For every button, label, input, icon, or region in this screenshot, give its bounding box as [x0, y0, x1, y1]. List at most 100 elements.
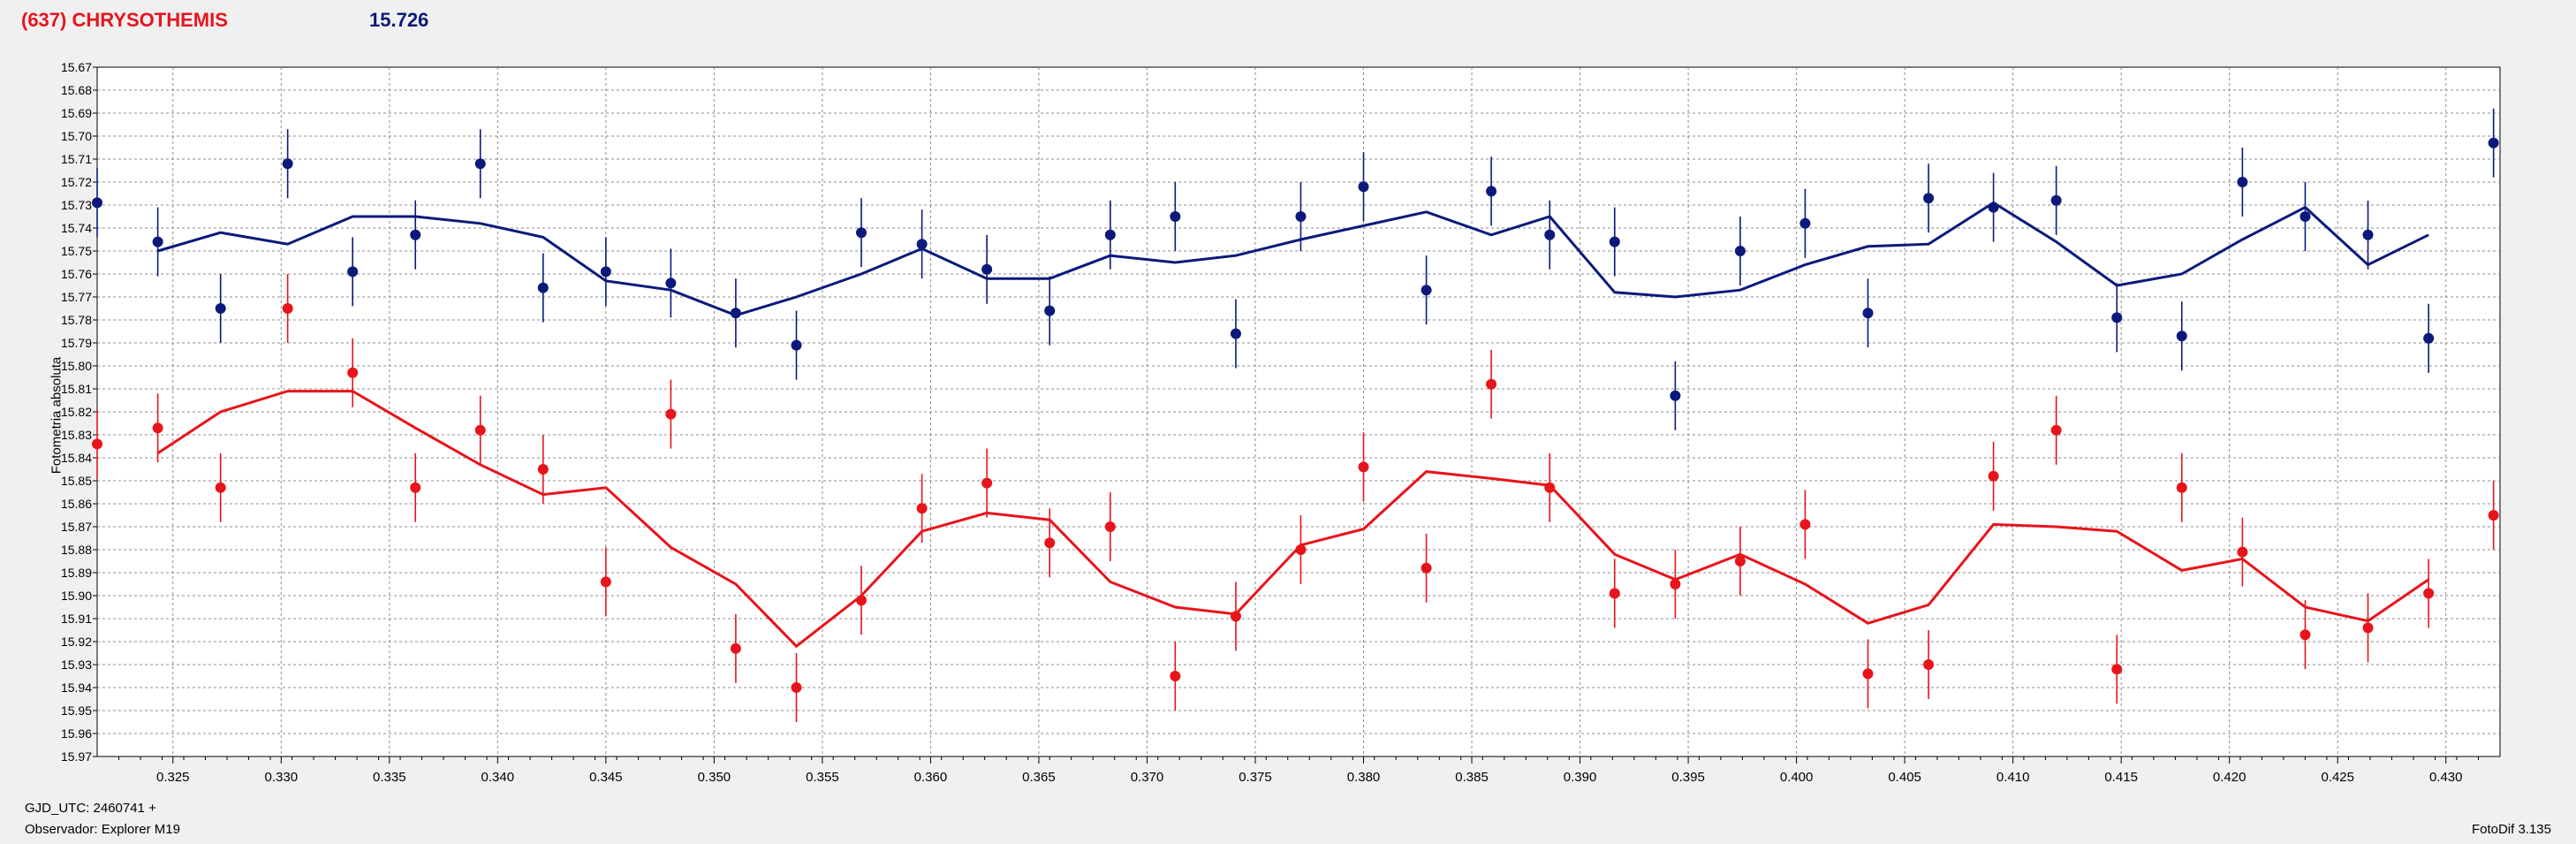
y-tick-label: 15.70: [61, 129, 92, 143]
x-tick-label: 0.400: [1780, 770, 1814, 785]
data-point: [1486, 186, 1497, 197]
x-tick-label: 0.345: [589, 770, 623, 785]
data-point: [1609, 588, 1620, 599]
y-tick-label: 15.81: [61, 382, 92, 396]
x-tick-label: 0.340: [481, 770, 515, 785]
data-point: [1609, 236, 1620, 247]
y-tick-label: 15.68: [61, 83, 92, 97]
grid: [97, 67, 2500, 757]
data-point: [2176, 482, 2187, 493]
data-point: [1358, 461, 1369, 473]
x-axis-ticks: 0.325 0.330 0.335 0.340 0.345 0.350 0.355 0.360…: [118, 757, 2479, 785]
data-point: [1670, 579, 1681, 589]
magnitude-value: 15.726: [369, 9, 429, 31]
y-tick-label: 15.69: [61, 106, 92, 120]
x-tick-label: 0.380: [1347, 770, 1381, 785]
data-point: [1988, 470, 1999, 482]
software-label: FotoDif 3.135: [2471, 822, 2551, 837]
data-point: [2237, 546, 2248, 558]
y-tick-label: 15.94: [61, 681, 92, 695]
data-point: [1104, 229, 1116, 240]
data-point: [1358, 181, 1369, 193]
data-point: [2050, 424, 2062, 436]
x-tick-label: 0.385: [1455, 770, 1489, 785]
object-title: (637) CHRYSOTHEMIS: [21, 9, 228, 31]
data-point: [1862, 308, 1874, 319]
data-point: [791, 339, 802, 351]
y-tick-label: 15.90: [61, 589, 92, 603]
data-point: [1670, 390, 1681, 401]
data-point: [2299, 629, 2311, 641]
x-tick-label: 0.430: [2429, 770, 2463, 785]
data-point: [2111, 312, 2123, 323]
data-point: [2488, 137, 2499, 148]
y-tick-label: 15.87: [61, 520, 92, 534]
data-point: [537, 464, 549, 475]
x-tick-label: 0.365: [1022, 770, 1056, 785]
data-point: [474, 424, 486, 436]
data-point: [1486, 378, 1497, 390]
x-tick-label: 0.375: [1239, 770, 1272, 785]
y-tick-label: 15.79: [61, 336, 92, 350]
data-point: [2237, 177, 2248, 187]
data-point: [600, 266, 611, 278]
data-point: [1544, 229, 1556, 240]
y-tick-label: 15.72: [61, 175, 92, 189]
x-tick-label: 0.390: [1564, 770, 1597, 785]
data-point: [1799, 519, 1811, 530]
y-tick-label: 15.77: [61, 290, 92, 304]
series-0: [92, 108, 2499, 430]
data-point: [410, 482, 421, 493]
data-point: [1923, 659, 1935, 670]
y-tick-label: 15.83: [61, 428, 92, 442]
data-point: [1421, 285, 1432, 296]
data-point: [474, 158, 486, 170]
data-point: [1044, 305, 1056, 316]
data-point: [92, 438, 102, 450]
y-tick-label: 15.67: [61, 60, 92, 74]
y-tick-label: 15.96: [61, 726, 92, 741]
data-point: [92, 197, 102, 209]
data-point: [981, 477, 993, 489]
y-tick-label: 15.88: [61, 543, 92, 557]
data-point: [1988, 201, 1999, 213]
data-point: [2488, 510, 2499, 521]
y-tick-label: 15.80: [61, 359, 92, 373]
data-point: [1923, 193, 1935, 204]
data-point: [856, 595, 868, 606]
data-point: [410, 229, 421, 240]
data-point: [215, 303, 226, 314]
data-point: [2299, 211, 2311, 222]
x-tick-label: 0.360: [914, 770, 948, 785]
data-point: [1734, 556, 1746, 566]
y-tick-label: 15.97: [61, 749, 92, 764]
data-point: [347, 367, 359, 378]
gjd-label: GJD_UTC: 2460741 +: [25, 801, 156, 816]
data-point: [916, 503, 928, 514]
data-point: [1295, 544, 1307, 555]
y-tick-label: 15.74: [61, 221, 92, 235]
observer-label: Observador: Explorer M19: [25, 822, 180, 837]
data-point: [856, 227, 868, 239]
data-point: [791, 682, 802, 693]
x-tick-label: 0.350: [698, 770, 731, 785]
y-tick-label: 15.76: [61, 267, 92, 281]
data-point: [1862, 668, 1874, 680]
y-tick-label: 15.91: [61, 612, 92, 626]
data-point: [916, 239, 928, 250]
data-point: [1170, 671, 1181, 681]
x-tick-label: 0.425: [2321, 770, 2354, 785]
y-tick-label: 15.95: [61, 703, 92, 718]
y-tick-label: 15.86: [61, 497, 92, 511]
data-point: [2050, 194, 2062, 206]
data-point: [1170, 211, 1181, 222]
data-point: [665, 408, 677, 420]
x-tick-label: 0.325: [156, 770, 190, 785]
data-point: [730, 308, 741, 319]
x-tick-label: 0.410: [1996, 770, 2030, 785]
data-point: [1544, 482, 1556, 493]
x-tick-label: 0.335: [373, 770, 406, 785]
data-point: [537, 282, 549, 293]
x-tick-label: 0.415: [2104, 770, 2138, 785]
y-axis-label: Fotometria absoluta: [49, 356, 64, 475]
